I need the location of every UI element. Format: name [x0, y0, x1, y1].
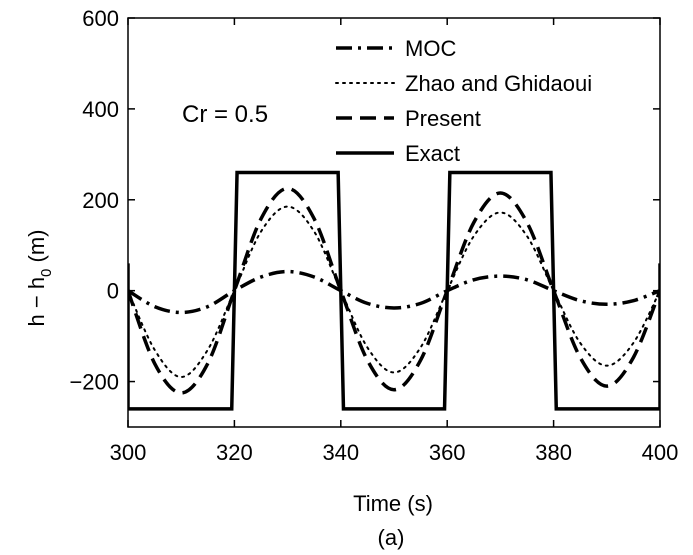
legend-label: MOC [405, 36, 456, 61]
y-tick-label: 0 [107, 279, 119, 304]
x-axis-label: Time (s) [353, 491, 433, 516]
tick-marks [127, 17, 661, 427]
series-line-exact [128, 170, 660, 411]
series-line-moc [128, 269, 660, 315]
y-tick-label: 600 [82, 6, 119, 31]
courant-number-annotation: Cr = 0.5 [182, 101, 268, 128]
x-tick-label: 320 [216, 440, 253, 465]
plot-frame [127, 17, 661, 428]
series-line-present [128, 186, 660, 395]
legend-label: Zhao and Ghidaoui [405, 71, 592, 96]
panel-label: (a) [378, 525, 405, 550]
x-tick-label: 340 [322, 440, 359, 465]
y-axis-label: h − h0 (m) [24, 230, 55, 327]
y-axis-label-unit: (m) [24, 230, 49, 269]
tick-labels: 300 320 340 360 380 400 −200 0 200 400 600 [69, 6, 678, 465]
y-tick-label: −200 [69, 370, 119, 395]
y-tick-label: 200 [82, 188, 119, 213]
x-tick-label: 300 [110, 440, 147, 465]
y-tick-label: 400 [82, 97, 119, 122]
x-tick-label: 360 [429, 440, 466, 465]
legend-label: Exact [405, 141, 460, 166]
legend-label: Present [405, 106, 481, 131]
x-tick-label: 380 [535, 440, 572, 465]
legend: MOC Zhao and Ghidaoui Present Exact [335, 36, 592, 166]
y-axis-label-main: h − h [24, 277, 49, 327]
y-axis-label-subscript: 0 [38, 269, 55, 277]
x-tick-label: 400 [642, 440, 679, 465]
plot-area [128, 170, 660, 411]
series-line-zhao-and-ghidaoui [128, 205, 660, 379]
axes-frame [127, 17, 661, 428]
